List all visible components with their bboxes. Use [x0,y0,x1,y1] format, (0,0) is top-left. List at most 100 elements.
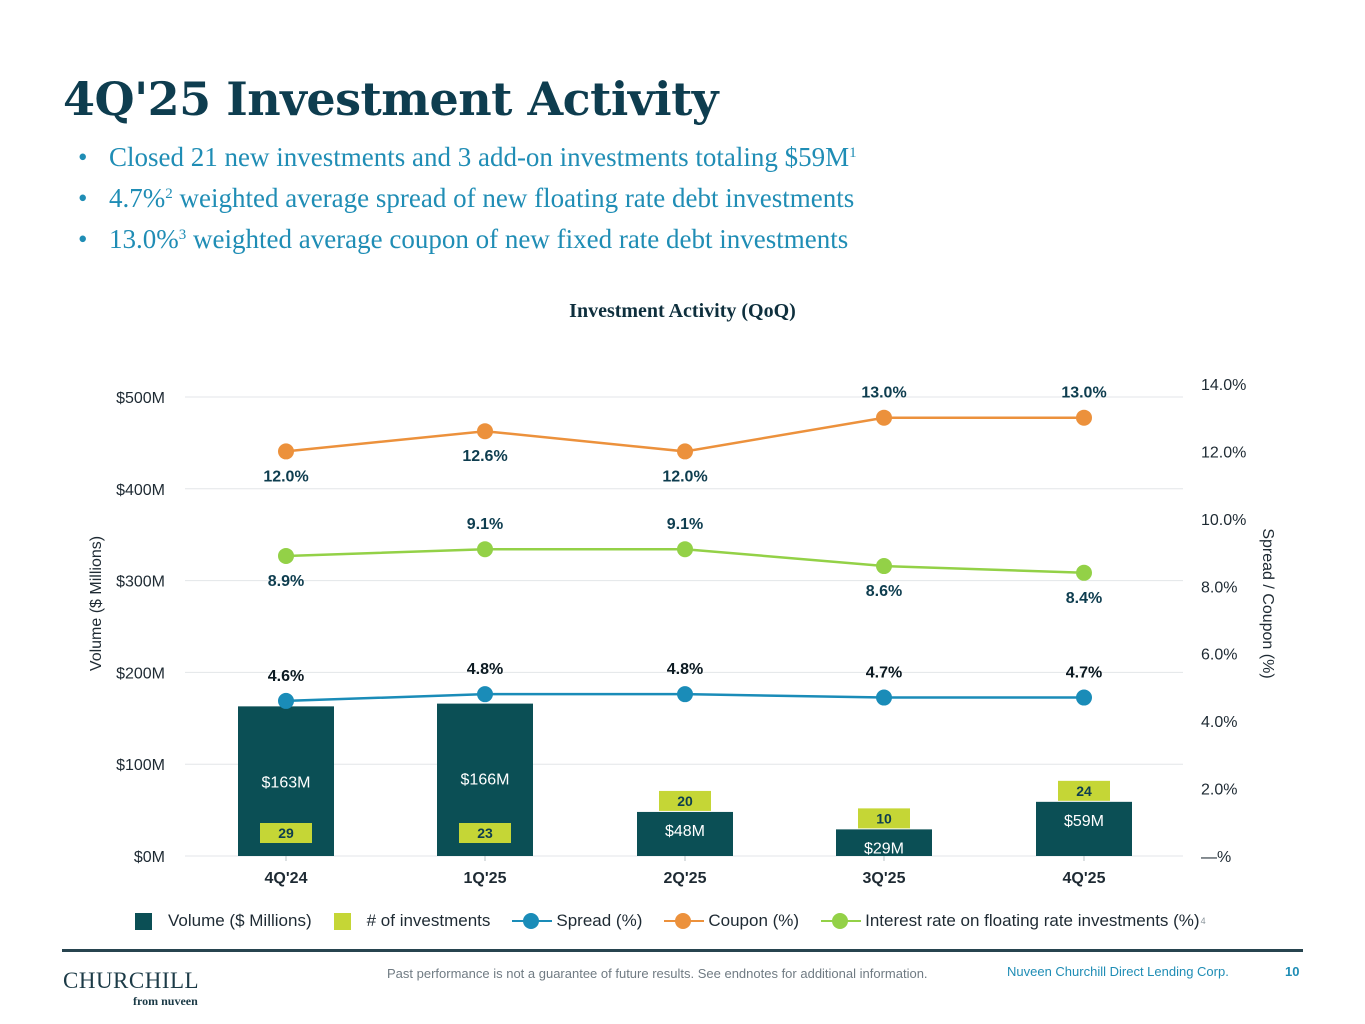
data-label: 4.7% [866,665,902,682]
investment-count-label: 20 [677,793,693,809]
footnote-marker: 1 [849,145,857,161]
series-point [477,541,493,558]
bullet-item: 13.0%3 weighted average coupon of new fi… [78,224,857,265]
data-label: 13.0% [1061,385,1106,402]
disclaimer: Past performance is not a guarantee of f… [387,966,928,981]
footer-divider [62,949,1303,952]
data-label: 8.4% [1066,590,1102,607]
y2-tick-label: 14.0% [1201,377,1246,394]
data-label: 4.6% [268,668,304,685]
data-label: 9.1% [467,516,503,533]
legend-swatch [333,912,351,930]
x-tick-label: 4Q'25 [1063,870,1106,887]
chart-title: Investment Activity (QoQ) [569,300,796,322]
y2-tick-label: 10.0% [1201,512,1246,529]
legend-line-swatch [664,912,705,930]
page-title: 4Q'25 Investment Activity [63,72,719,126]
series-point [278,547,294,564]
series-point [677,686,693,703]
y2-tick-label: 8.0% [1201,579,1237,596]
series-point [477,686,493,703]
bar-value-label: $163M [262,774,311,791]
series-point [1076,689,1092,706]
y-tick-label: $200M [116,665,165,682]
y-tick-label: $300M [116,574,165,591]
y-axis-title: Volume ($ Millions) [88,536,105,671]
legend-item-investments: # of investments [333,911,491,931]
data-label: 4.8% [467,661,503,678]
bullet-value: 13.0% [109,224,179,254]
logo-tagline: from nuveen [133,994,198,1008]
data-label: 8.6% [866,583,902,600]
data-label: 13.0% [861,385,906,402]
x-tick-label: 1Q'25 [464,870,507,887]
legend-label: Volume ($ Millions) [168,911,312,930]
y-tick-label: $0M [134,849,165,866]
x-tick-label: 2Q'25 [664,870,707,887]
legend-item-volume: Volume ($ Millions) [135,911,312,931]
legend-label: Spread (%) [556,911,643,930]
summary-bullets: Closed 21 new investments and 3 add-on i… [78,142,857,265]
bullet-text: weighted average spread of new floating … [172,183,855,213]
page-number: 10 [1285,964,1300,979]
investment-activity-chart: $500M $400M $300M $200M $100M $0M 14.0% 12.0% 10… [88,377,1276,887]
investment-count-badge [659,790,711,811]
chart-legend: Volume ($ Millions) # of investments Spr… [135,910,1228,932]
bullet-item: 4.7%2 weighted average spread of new flo… [78,183,857,224]
investment-count-badge [858,808,910,829]
series-point [876,409,892,426]
bar-value-label: $166M [461,772,510,789]
data-label: 12.0% [263,468,308,485]
investment-count-badge [260,823,312,843]
series-point [278,692,294,709]
series-point [677,443,693,460]
footnote-marker: 2 [165,186,173,202]
series-point [876,689,892,706]
series-point [278,443,294,460]
churchill-logo: CHURCHILL from nuveen [63,968,199,1008]
x-tick-label: 3Q'25 [863,870,906,887]
data-label: 12.6% [462,448,507,465]
legend-label: # of investments [366,911,491,930]
legend-line-swatch [821,912,862,930]
investment-count-label: 23 [477,825,493,841]
data-label: 8.9% [268,573,304,590]
series-point [876,558,892,575]
investment-count-label: 29 [278,825,294,841]
series-point [1076,409,1092,426]
legend-item-floating-rate: Interest rate on floating rate investmen… [821,911,1206,931]
logo-wordmark: CHURCHILL [63,968,200,993]
investment-count-badge [459,823,511,843]
x-tick-label: 4Q'24 [265,870,308,887]
data-label: 12.0% [662,468,707,485]
volume-bar [637,811,733,856]
legend-line-swatch [512,912,553,930]
y2-tick-label: 4.0% [1201,714,1237,731]
company-name: Nuveen Churchill Direct Lending Corp. [1007,964,1229,979]
series-point [477,423,493,440]
data-label: 4.7% [1066,665,1102,682]
legend-item-coupon: Coupon (%) [664,911,799,931]
volume-bar [1036,801,1132,856]
y-tick-label: $400M [116,482,165,499]
series-point [1076,564,1092,581]
bar-value-label: $59M [1064,813,1104,830]
y-tick-label: $500M [116,390,165,407]
bullet-value: 4.7% [109,183,166,213]
bar-value-label: $29M [864,840,904,857]
investment-count-label: 24 [1076,783,1092,799]
bar-value-label: $48M [665,823,705,840]
footnote-marker: 3 [178,227,187,243]
investment-count-label: 10 [876,810,892,826]
legend-item-spread: Spread (%) [512,911,642,931]
legend-swatch [135,912,152,930]
bullet-text: Closed 21 new investments and 3 add-on i… [109,142,850,172]
data-label: 9.1% [667,516,703,533]
investment-count-badge [1058,780,1110,801]
series-point [677,541,693,558]
volume-bar [836,829,932,856]
y2-tick-label: 12.0% [1201,444,1246,461]
bullet-item: Closed 21 new investments and 3 add-on i… [78,142,857,183]
data-label: 4.8% [667,661,703,678]
y2-axis-title: Spread / Coupon (%) [1259,528,1276,678]
